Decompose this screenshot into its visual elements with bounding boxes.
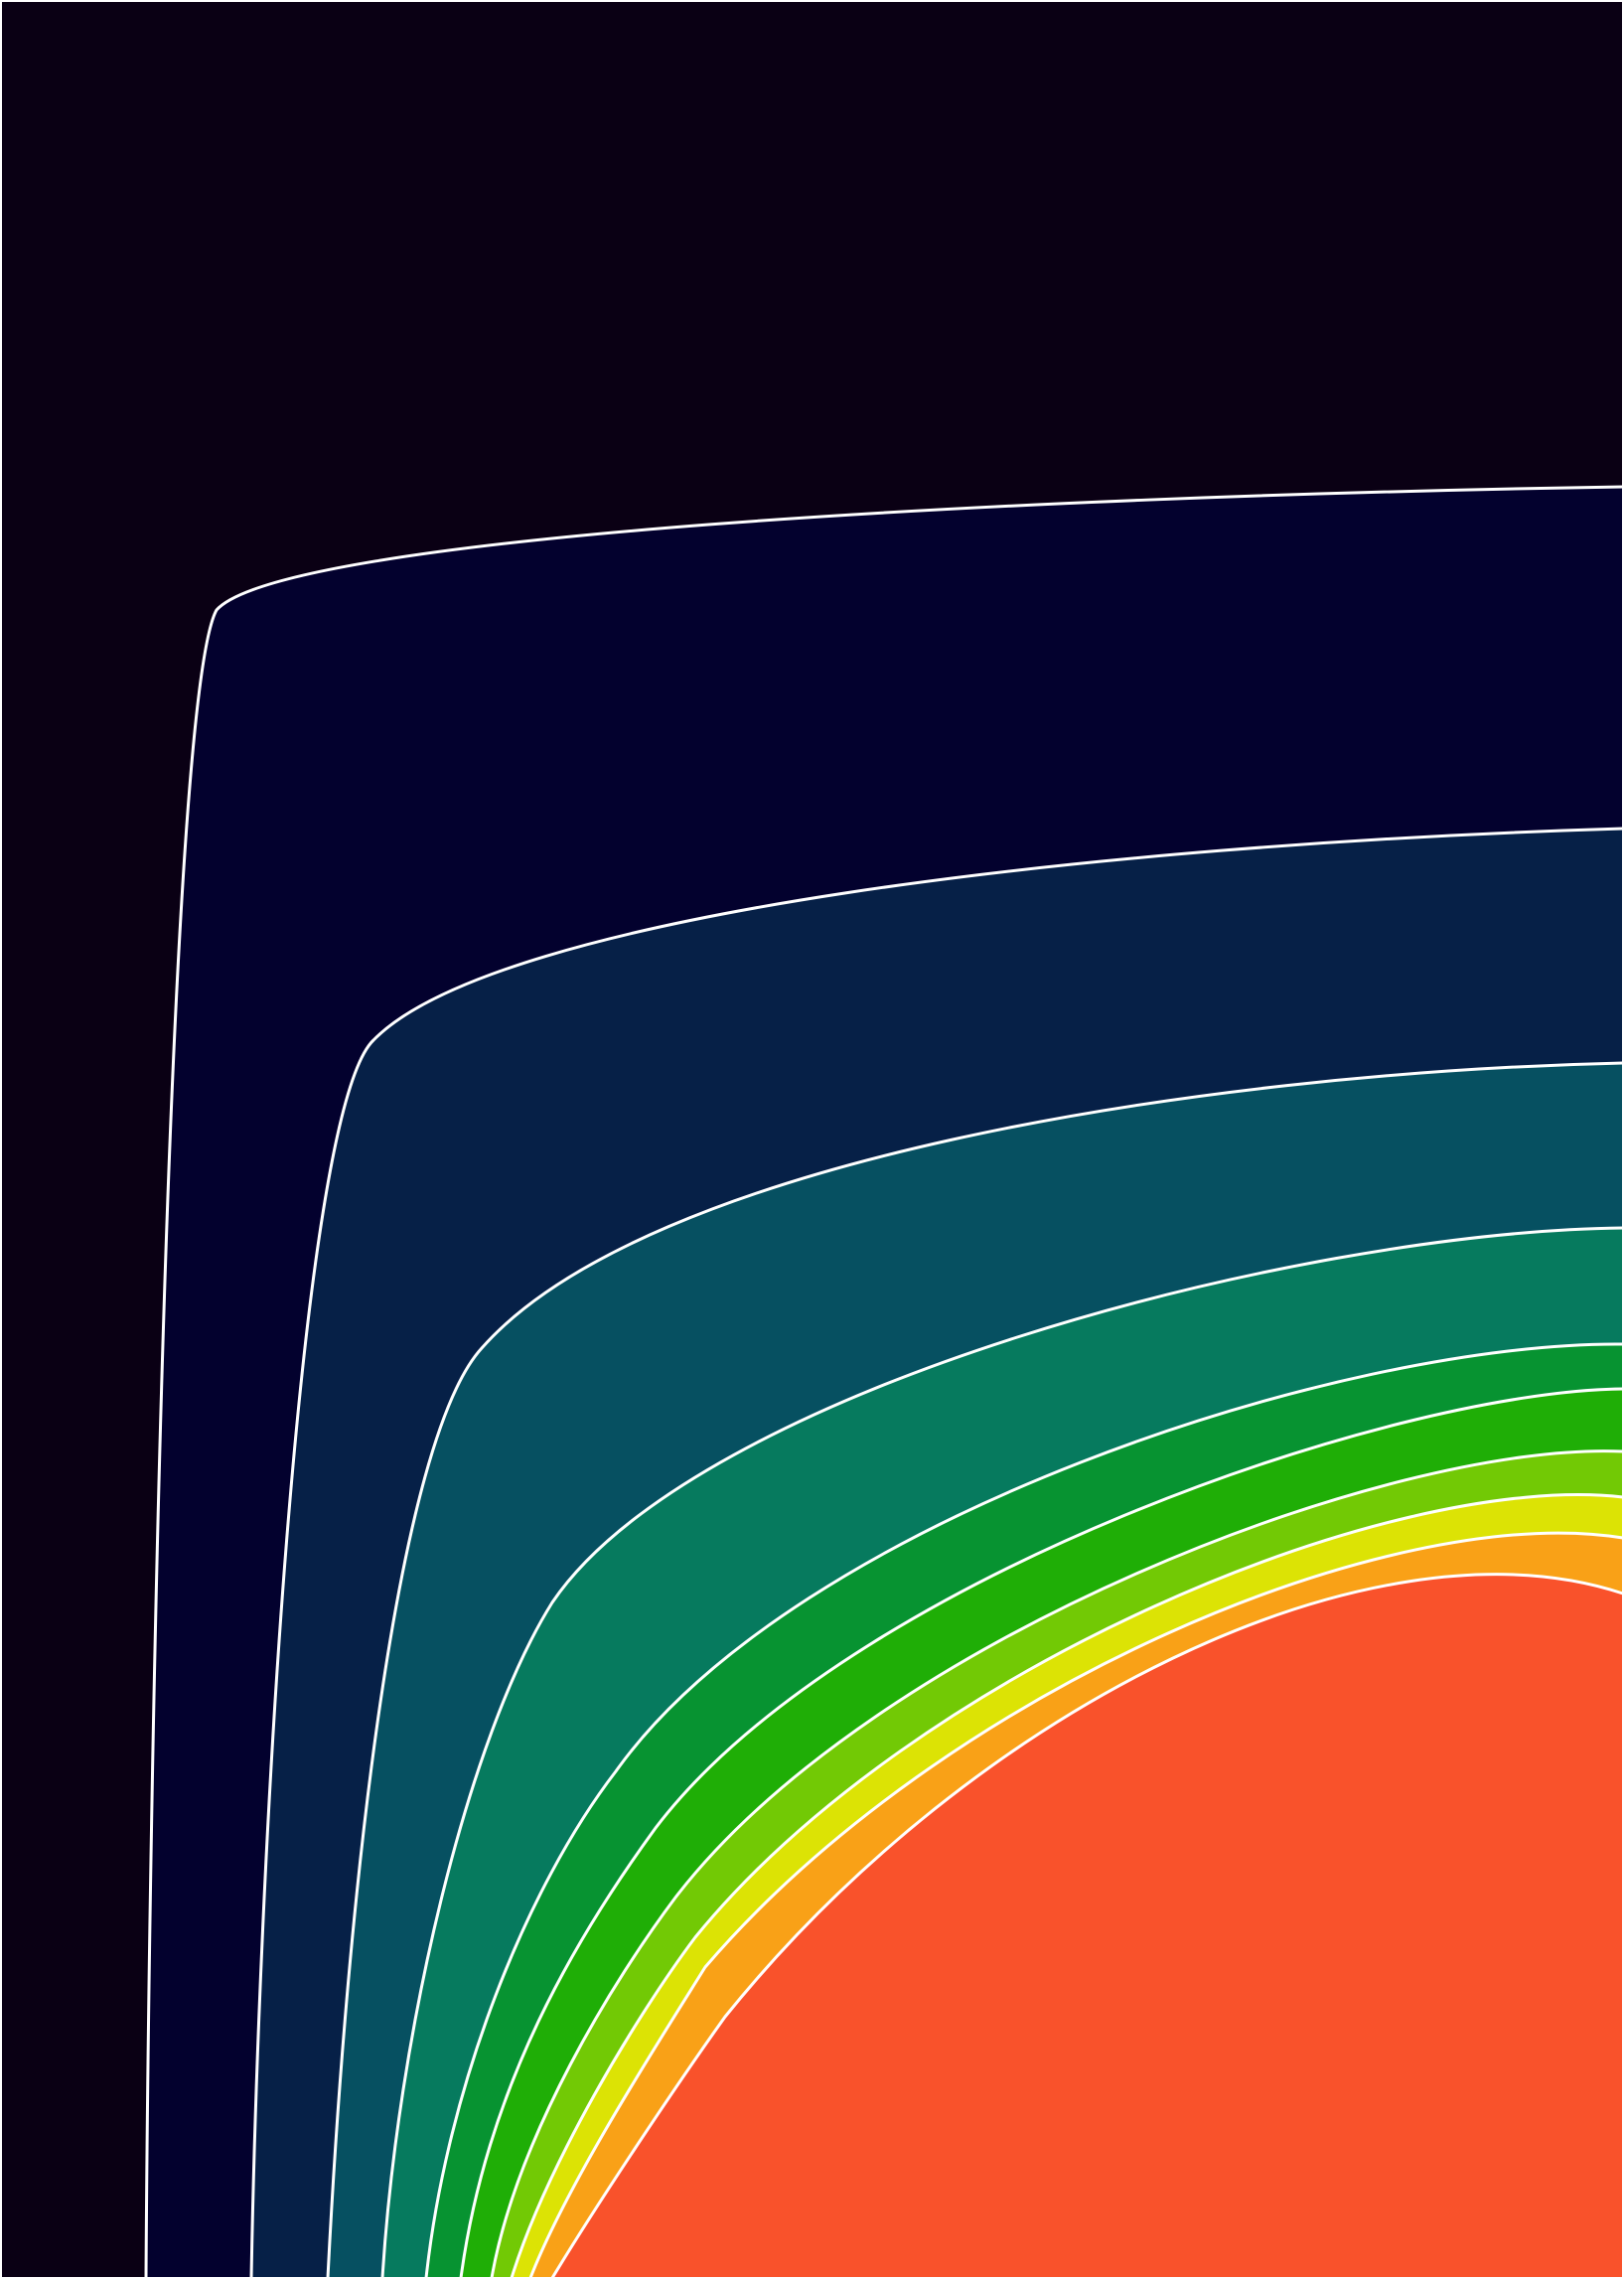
contour-line-10: [550, 1573, 1624, 2279]
contour-line-4: [380, 1226, 1624, 2279]
contour-line-5: [424, 1342, 1624, 2279]
contour-line-6: [459, 1387, 1624, 2279]
contour-lines: [144, 485, 1624, 2279]
contour-line-2: [249, 827, 1624, 2279]
contour-line-7: [490, 1449, 1624, 2279]
contour-band-10: [552, 1574, 1623, 2278]
contour-line-3: [326, 1061, 1624, 2279]
contour-line-1: [144, 485, 1624, 2279]
contour-bands: [146, 487, 1623, 2278]
contour-line-8: [510, 1493, 1624, 2279]
contour-line-9: [528, 1531, 1624, 2279]
